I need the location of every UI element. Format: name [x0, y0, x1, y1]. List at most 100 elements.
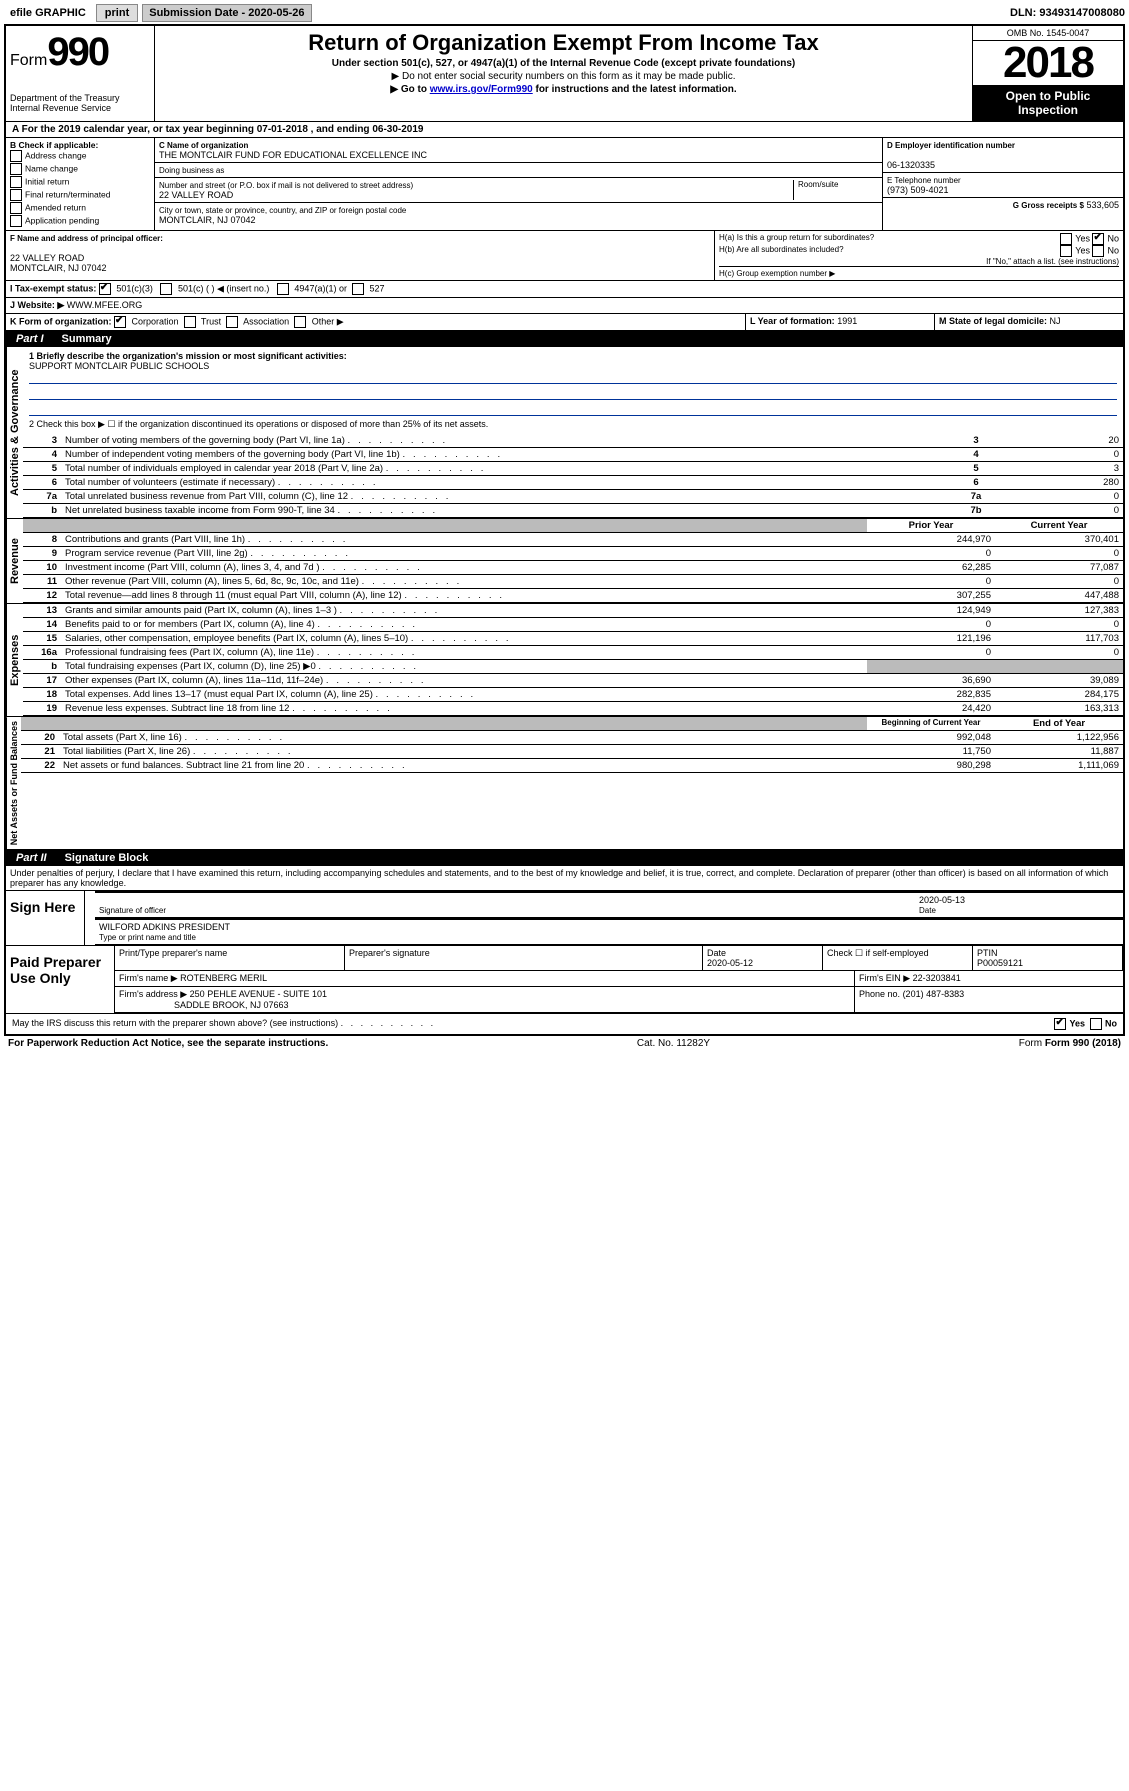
gross-receipts: 533,605 [1086, 200, 1119, 210]
opt-corp: Corporation [132, 316, 179, 326]
cat-no: Cat. No. 11282Y [637, 1038, 710, 1049]
cb-address-change[interactable] [10, 150, 22, 162]
m-label: M State of legal domicile: [939, 316, 1047, 326]
table-row: 8Contributions and grants (Part VIII, li… [23, 533, 1123, 547]
top-toolbar: efile GRAPHIC print Submission Date - 20… [4, 4, 1125, 22]
e-label: E Telephone number [887, 176, 961, 185]
opt-trust: Trust [201, 316, 221, 326]
section-i: I Tax-exempt status: 501(c)(3) 501(c) ( … [6, 281, 1123, 298]
efile-label: efile GRAPHIC [4, 5, 92, 21]
part-2-title: Signature Block [57, 852, 149, 864]
table-row: 17Other expenses (Part IX, column (A), l… [23, 674, 1123, 688]
table-row: 9Program service revenue (Part VIII, lin… [23, 547, 1123, 561]
cb-trust[interactable] [184, 316, 196, 328]
k-label: K Form of organization: [10, 316, 112, 326]
opt-501c3: 501(c)(3) [116, 283, 153, 293]
year-formation: 1991 [837, 316, 857, 326]
cb-ha-yes[interactable] [1060, 233, 1072, 245]
cb-ha-no[interactable] [1092, 233, 1104, 245]
j-label: J Website: ▶ [10, 300, 64, 310]
h-check-self: Check ☐ if self-employed [823, 946, 973, 971]
note2-pre: ▶ Go to [390, 84, 429, 95]
officer-addr1: 22 VALLEY ROAD [10, 253, 84, 263]
cb-name-change[interactable] [10, 163, 22, 175]
print-button[interactable]: print [96, 4, 138, 22]
table-row: bNet unrelated business taxable income f… [23, 504, 1123, 518]
firm-name-label: Firm's name ▶ [119, 973, 178, 983]
prep-date: 2020-05-12 [707, 958, 753, 968]
irs-link[interactable]: www.irs.gov/Form990 [430, 84, 533, 95]
tax-year: 2018 [973, 41, 1123, 85]
vlabel-expenses: Expenses [6, 604, 23, 716]
firm-phone: (201) 487-8383 [903, 989, 965, 999]
firm-name: ROTENBERG MERIL [180, 973, 267, 983]
street-address: 22 VALLEY ROAD [159, 190, 233, 200]
c-name-label: C Name of organization [159, 141, 248, 150]
form-subtitle: Under section 501(c), 527, or 4947(a)(1)… [163, 58, 964, 69]
cb-initial-return[interactable] [10, 176, 22, 188]
cb-corp[interactable] [114, 316, 126, 328]
sign-here-label: Sign Here [6, 891, 84, 945]
cb-other[interactable] [294, 316, 306, 328]
line-2: 2 Check this box ▶ ☐ if the organization… [29, 419, 1117, 430]
cb-discuss-yes[interactable] [1054, 1018, 1066, 1030]
g-label: G Gross receipts $ [1013, 201, 1084, 210]
table-row: 5Total number of individuals employed in… [23, 462, 1123, 476]
cb-501c3[interactable] [99, 283, 111, 295]
addr-label: Number and street (or P.O. box if mail i… [159, 181, 413, 190]
paid-preparer-row: Paid Preparer Use Only Print/Type prepar… [6, 945, 1123, 1013]
ein-value: 06-1320335 [887, 160, 935, 170]
room-label: Room/suite [793, 180, 878, 200]
ha-label: H(a) Is this a group return for subordin… [719, 233, 874, 245]
cb-assoc[interactable] [226, 316, 238, 328]
preparer-grid: Print/Type preparer's name Preparer's si… [115, 946, 1123, 971]
section-f-h: F Name and address of principal officer:… [6, 231, 1123, 281]
netassets-section: Net Assets or Fund Balances Beginning of… [6, 717, 1123, 850]
table-row: 4Number of independent voting members of… [23, 448, 1123, 462]
part-1-title: Summary [54, 333, 112, 345]
cb-app-pending[interactable] [10, 215, 22, 227]
cb-hb-no[interactable] [1092, 245, 1104, 257]
opt-assoc: Association [243, 316, 289, 326]
date-label: Date [919, 906, 936, 915]
revenue-section: Revenue Prior YearCurrent Year8Contribut… [6, 519, 1123, 604]
phone-value: (973) 509-4021 [887, 185, 949, 195]
cb-hb-yes[interactable] [1060, 245, 1072, 257]
dln-label: DLN: 93493147008080 [1010, 7, 1125, 19]
paperwork-notice: For Paperwork Reduction Act Notice, see … [8, 1038, 328, 1049]
cb-amended[interactable] [10, 202, 22, 214]
table-row: 13Grants and similar amounts paid (Part … [23, 604, 1123, 618]
form-note-1: ▶ Do not enter social security numbers o… [163, 71, 964, 82]
b-heading: B Check if applicable: [10, 140, 150, 150]
activities-governance: Activities & Governance 1 Briefly descri… [6, 347, 1123, 519]
note2-post: for instructions and the latest informat… [533, 84, 737, 95]
vlabel-netassets: Net Assets or Fund Balances [6, 717, 21, 849]
table-header: Prior YearCurrent Year [23, 519, 1123, 533]
cb-discuss-no[interactable] [1090, 1018, 1102, 1030]
section-b-through-g: B Check if applicable: Address change Na… [6, 138, 1123, 231]
table-row: 3Number of voting members of the governi… [23, 434, 1123, 448]
form-note-2: ▶ Go to www.irs.gov/Form990 for instruct… [163, 84, 964, 95]
d-label: D Employer identification number [887, 141, 1015, 150]
hb-ifno: If "No," attach a list. (see instruction… [719, 257, 1119, 266]
opt-527: 527 [369, 283, 384, 293]
lbl-app-pending: Application pending [25, 215, 99, 225]
cb-527[interactable] [352, 283, 364, 295]
cb-4947[interactable] [277, 283, 289, 295]
vlabel-governance: Activities & Governance [6, 347, 23, 518]
lbl-name-change: Name change [25, 163, 78, 173]
expenses-table: 13Grants and similar amounts paid (Part … [23, 604, 1123, 716]
form-990-ref: Form 990 (2018) [1045, 1038, 1121, 1049]
column-c: C Name of organization THE MONTCLAIR FUN… [155, 138, 883, 230]
form-ref: Form Form 990 (2018) [1019, 1038, 1121, 1049]
discuss-label: May the IRS discuss this return with the… [12, 1018, 338, 1028]
sign-here-row: Sign Here Signature of officer 2020-05-1… [6, 890, 1123, 945]
cb-final-return[interactable] [10, 189, 22, 201]
firm-addr2: SADDLE BROOK, NJ 07663 [174, 1000, 289, 1010]
cb-501c[interactable] [160, 283, 172, 295]
discuss-row: May the IRS discuss this return with the… [6, 1013, 1123, 1034]
lbl-initial-return: Initial return [25, 176, 69, 186]
city-label: City or town, state or province, country… [159, 206, 406, 215]
part-2-label: Part II [6, 850, 57, 866]
lbl-address-change: Address change [25, 150, 86, 160]
